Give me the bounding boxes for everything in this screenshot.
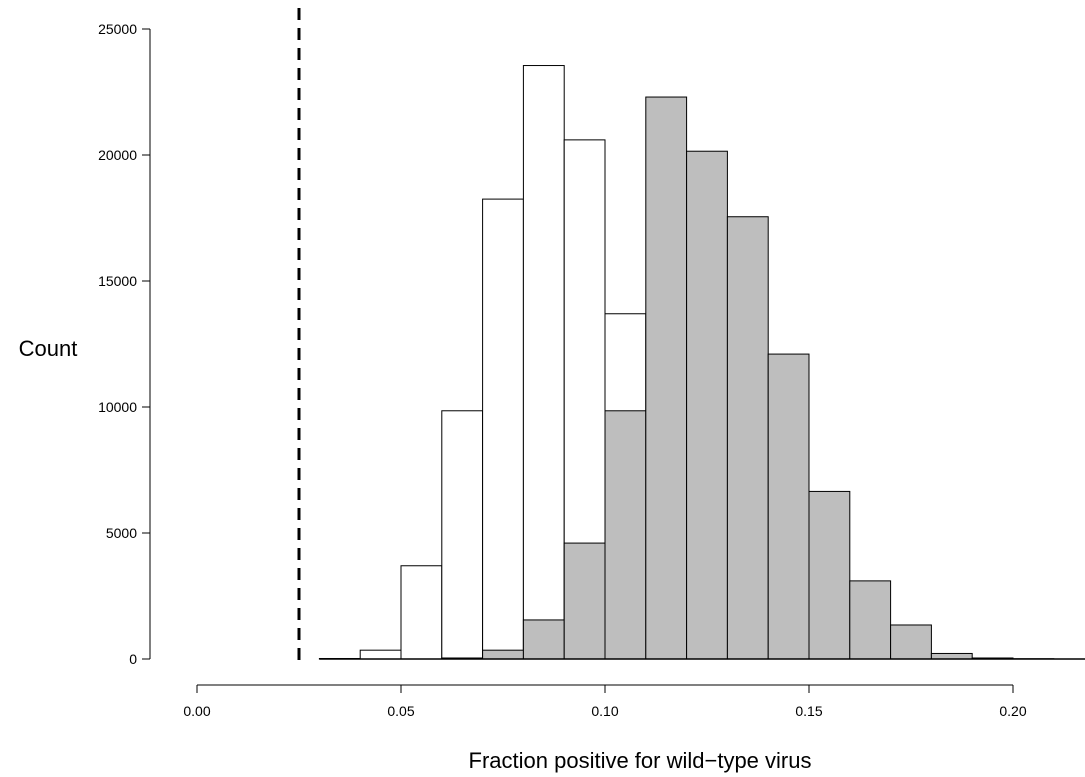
y-tick-label: 10000: [98, 399, 137, 415]
histogram-bar: [563, 542, 606, 660]
x-tick-label: 0.10: [591, 703, 618, 719]
y-tick-label: 15000: [98, 273, 137, 289]
histogram-bar: [604, 410, 647, 660]
histogram-bar: [645, 96, 688, 660]
histogram-bar: [930, 652, 973, 660]
x-axis: 0.00 0.05 0.10 0.15 0.20: [183, 684, 1027, 719]
y-tick-label: 20000: [98, 147, 137, 163]
histogram-bar: [808, 490, 851, 660]
histogram-bar: [726, 216, 769, 660]
histogram-bar: [522, 65, 565, 660]
histogram-bar: [686, 150, 728, 660]
x-tick-label: 0.00: [183, 703, 210, 719]
x-tick-label: 0.05: [387, 703, 414, 719]
y-tick-label: 5000: [106, 525, 137, 541]
histogram-bar: [482, 198, 524, 660]
y-axis-title: Count: [19, 336, 78, 361]
histogram-bar: [441, 410, 484, 660]
y-tick-label: 0: [129, 651, 137, 667]
histogram-bar: [359, 649, 402, 660]
x-tick-label: 0.15: [795, 703, 822, 719]
x-tick-label: 0.20: [999, 703, 1026, 719]
y-axis: 0 5000 10000 15000 20000 25000: [98, 21, 151, 667]
histogram-bar: [890, 624, 932, 660]
histogram-bar: [400, 565, 443, 660]
histogram-bar: [522, 619, 565, 660]
x-axis-title: Fraction positive for wild−type virus: [469, 748, 812, 773]
histogram-bar: [482, 649, 524, 660]
histogram-bar: [767, 353, 810, 660]
bars-layer: [318, 65, 1085, 660]
histogram-bar: [849, 580, 892, 660]
y-tick-label: 25000: [98, 21, 137, 37]
